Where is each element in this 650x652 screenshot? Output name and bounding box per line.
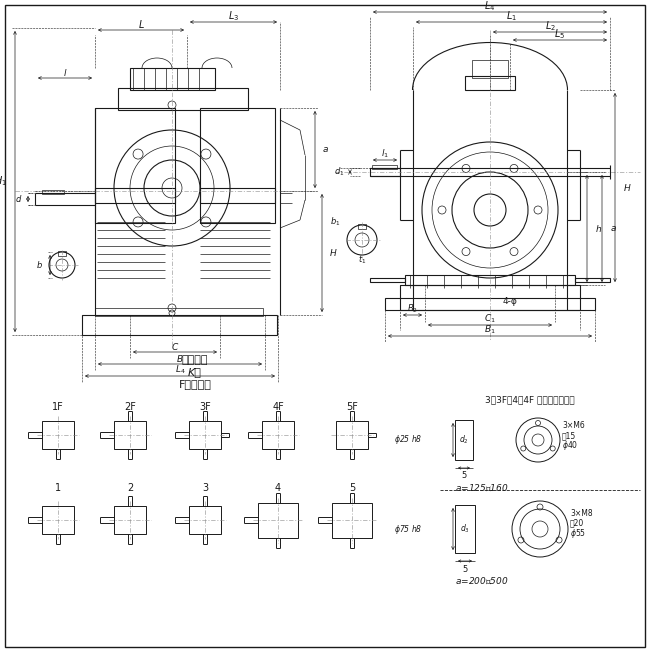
Text: $a$=125～160: $a$=125～160 [455,482,508,494]
Text: $a$: $a$ [322,145,329,154]
Bar [82,315,277,335]
Bar [405,275,575,285]
Text: 5: 5 [462,471,467,481]
Text: 3: 3 [202,483,208,493]
Text: 1: 1 [55,483,61,493]
Bar [455,505,475,553]
Bar [372,165,397,169]
Text: F－带风扇: F－带风扇 [179,379,211,389]
Bar [95,108,175,223]
Text: 装配型式: 装配型式 [182,355,208,365]
Bar [114,506,146,534]
Bar [189,421,221,449]
Text: $a$: $a$ [610,224,617,233]
Bar [42,190,64,194]
Text: $L_4$: $L_4$ [484,0,496,13]
Bar [95,308,263,316]
Bar [455,420,473,460]
Bar [332,503,372,537]
Text: $h$: $h$ [595,223,602,234]
Text: $H$: $H$ [623,182,632,193]
Bar [189,506,221,534]
Bar [575,278,610,282]
Text: $L$: $L$ [138,18,144,30]
Text: $b_1$: $b_1$ [330,216,340,228]
Text: 4: 4 [275,483,281,493]
Bar [118,88,248,110]
Text: 3F: 3F [199,402,211,412]
Bar [130,68,215,90]
Bar [42,421,74,449]
Text: $d_3$: $d_3$ [460,523,470,535]
Bar [358,224,366,229]
Bar [258,503,298,537]
Bar [114,421,146,449]
Text: $L_5$: $L_5$ [554,27,565,41]
Bar [200,108,275,223]
Text: K向: K向 [188,367,202,377]
Bar [465,76,515,90]
Text: 2: 2 [127,483,133,493]
Text: 5: 5 [462,565,467,574]
Text: $\phi$55: $\phi$55 [570,527,586,539]
Text: $b$: $b$ [36,259,43,271]
Text: 5F: 5F [346,402,358,412]
Text: $d_2$: $d_2$ [459,434,469,446]
Text: 5: 5 [349,483,355,493]
Text: $d$: $d$ [15,194,22,205]
Text: $\phi$75 $h$8: $\phi$75 $h$8 [395,522,423,535]
Text: $B_2$: $B_2$ [407,303,418,316]
Text: $l_1$: $l_1$ [381,148,389,160]
Text: $C_1$: $C_1$ [484,313,496,325]
Text: $d_1$: $d_1$ [333,166,344,178]
Text: $a$=200～500: $a$=200～500 [455,576,508,586]
Bar [472,60,508,78]
Text: $\phi$25 $h$8: $\phi$25 $h$8 [395,434,423,447]
Text: $L_1$: $L_1$ [506,9,517,23]
Text: $t_1$: $t_1$ [358,254,366,266]
Text: $L_2$: $L_2$ [545,19,556,33]
Text: $C$: $C$ [171,340,179,351]
Text: 4F: 4F [272,402,284,412]
Text: 3×M6: 3×M6 [562,421,585,430]
Bar [200,188,275,203]
Text: $L_3$: $L_3$ [228,9,239,23]
Text: $\phi$40: $\phi$40 [562,439,578,452]
Text: 2F: 2F [124,402,136,412]
Bar [58,251,66,256]
Text: 3，3F，4，4F 带控制器用轴端: 3，3F，4，4F 带控制器用轴端 [485,396,575,404]
Bar [42,506,74,534]
Bar [385,298,595,310]
Bar [336,421,368,449]
Bar [95,188,175,203]
Text: 深20: 深20 [570,518,584,527]
Text: $H$: $H$ [329,248,337,258]
Text: $l$: $l$ [63,67,67,78]
Text: $H_1$: $H_1$ [0,175,7,188]
Text: 3×M8: 3×M8 [570,509,593,518]
Text: $B_1$: $B_1$ [484,324,496,336]
Text: $L_4$: $L_4$ [175,364,185,376]
Text: $B$: $B$ [176,353,184,364]
Text: 1F: 1F [52,402,64,412]
Bar [370,278,405,282]
Text: 深15: 深15 [562,432,577,441]
Bar [400,285,580,310]
Text: 4-φ: 4-φ [502,297,517,306]
Bar [370,168,400,176]
Bar [262,421,294,449]
